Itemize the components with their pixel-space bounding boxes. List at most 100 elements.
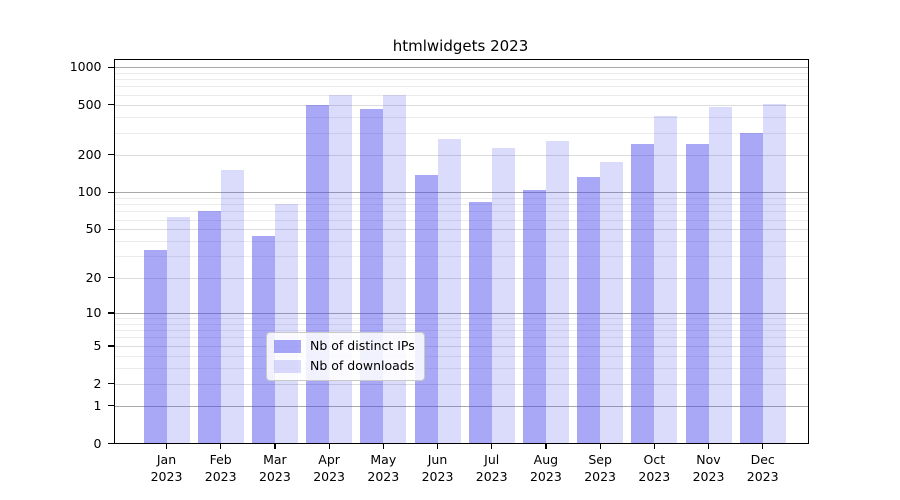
bar-ips-jul [468, 202, 492, 444]
labeled-minor-gridline [113, 154, 809, 156]
y-tick [107, 443, 114, 445]
y-tick-label: 500 [77, 96, 102, 112]
x-tick [599, 443, 601, 449]
bar-ips-apr [306, 104, 330, 444]
legend-swatch-distinct-ips [274, 340, 301, 353]
x-tick [708, 443, 710, 449]
x-tick-label-dec: Dec 2023 [746, 451, 779, 484]
minor-gridline [113, 355, 809, 357]
legend-label-downloads: Nb of downloads [310, 358, 415, 374]
x-tick [328, 443, 330, 449]
y-tick-label: 100 [77, 183, 102, 199]
bar-ips-jun [414, 175, 438, 444]
y-tick-label: 1 [93, 397, 102, 413]
bar-downloads-may [383, 94, 407, 444]
bar-downloads-dec [762, 104, 786, 444]
x-tick-label-sep: Sep 2023 [584, 451, 616, 484]
major-gridline [113, 405, 809, 407]
bar-downloads-nov [708, 106, 732, 444]
y-tick [107, 104, 114, 106]
y-tick-label: 200 [77, 146, 102, 162]
x-tick [762, 443, 764, 449]
x-tick-label-jul: Jul 2023 [475, 451, 508, 484]
x-tick-label-nov: Nov 2023 [692, 451, 725, 484]
minor-gridline [113, 197, 809, 199]
legend-item-distinct-ips: Nb of distinct IPs [274, 340, 415, 353]
bar-ips-oct [631, 143, 655, 444]
labeled-minor-gridline [113, 104, 809, 106]
x-tick [491, 443, 493, 449]
minor-gridline [113, 116, 809, 118]
minor-gridline [113, 330, 809, 332]
minor-gridline [113, 318, 809, 319]
x-tick-label-apr: Apr 2023 [313, 451, 345, 484]
bar-ips-may [360, 109, 384, 444]
minor-gridline [113, 367, 809, 369]
minor-gridline [113, 337, 809, 339]
major-gridline [113, 192, 809, 193]
minor-gridline [113, 86, 809, 88]
bar-ips-jan [143, 249, 167, 444]
x-tick [653, 443, 656, 449]
y-tick [107, 345, 114, 347]
bar-ips-sep [577, 177, 601, 444]
y-tick-label: 0 [93, 435, 102, 451]
x-tick [382, 443, 385, 449]
minor-gridline [113, 256, 809, 258]
bar-ips-nov [685, 143, 709, 444]
y-tick-label: 20 [85, 269, 102, 285]
major-gridline [113, 312, 809, 314]
minor-gridline [113, 219, 809, 221]
legend-swatch-downloads [274, 360, 301, 373]
plot-area [113, 59, 809, 444]
x-tick [274, 443, 276, 449]
y-tick [107, 191, 114, 193]
labeled-minor-gridline [113, 383, 809, 385]
minor-gridline [113, 72, 809, 74]
minor-gridline [113, 323, 809, 325]
labeled-minor-gridline [113, 277, 809, 279]
y-tick-label: 10 [85, 304, 102, 320]
y-tick-label: 50 [85, 220, 102, 236]
chart-title: htmlwidgets 2023 [392, 37, 529, 55]
y-tick [107, 312, 114, 314]
minor-gridline [113, 211, 809, 213]
minor-gridline [113, 94, 809, 96]
y-tick [107, 228, 114, 230]
minor-gridline [113, 132, 809, 134]
bar-downloads-jan [166, 216, 190, 444]
x-tick-label-oct: Oct 2023 [638, 451, 671, 484]
y-tick [107, 383, 114, 385]
x-tick-label-may: May 2023 [367, 451, 400, 484]
bar-downloads-jun [437, 138, 461, 444]
x-tick-label-aug: Aug 2023 [529, 451, 562, 484]
bar-ips-feb [197, 211, 221, 444]
legend: Nb of distinct IPs Nb of downloads [266, 332, 425, 381]
x-tick [166, 443, 168, 449]
x-tick [220, 443, 222, 449]
bar-downloads-feb [220, 170, 244, 444]
x-tick [437, 443, 439, 449]
bar-downloads-sep [600, 161, 624, 444]
y-tick-label: 1000 [69, 58, 102, 74]
legend-label-distinct-ips: Nb of distinct IPs [310, 338, 415, 354]
y-tick-label: 2 [93, 375, 102, 391]
bar-ips-dec [739, 132, 763, 444]
bar-ips-aug [522, 190, 546, 444]
bar-downloads-oct [654, 116, 678, 444]
legend-item-downloads: Nb of downloads [274, 360, 415, 373]
bar-ips-mar [251, 236, 275, 444]
bar-downloads-apr [329, 94, 353, 444]
y-tick [107, 277, 114, 279]
minor-gridline [113, 241, 809, 243]
y-tick [107, 66, 114, 68]
x-tick-label-jun: Jun 2023 [421, 451, 454, 484]
x-tick-label-feb: Feb 2023 [204, 451, 237, 484]
bar-downloads-aug [545, 140, 569, 444]
major-gridline [113, 67, 809, 68]
y-tick-label: 5 [93, 337, 102, 353]
x-tick-label-mar: Mar 2023 [258, 451, 291, 484]
y-tick [107, 154, 114, 156]
minor-gridline [113, 204, 809, 205]
